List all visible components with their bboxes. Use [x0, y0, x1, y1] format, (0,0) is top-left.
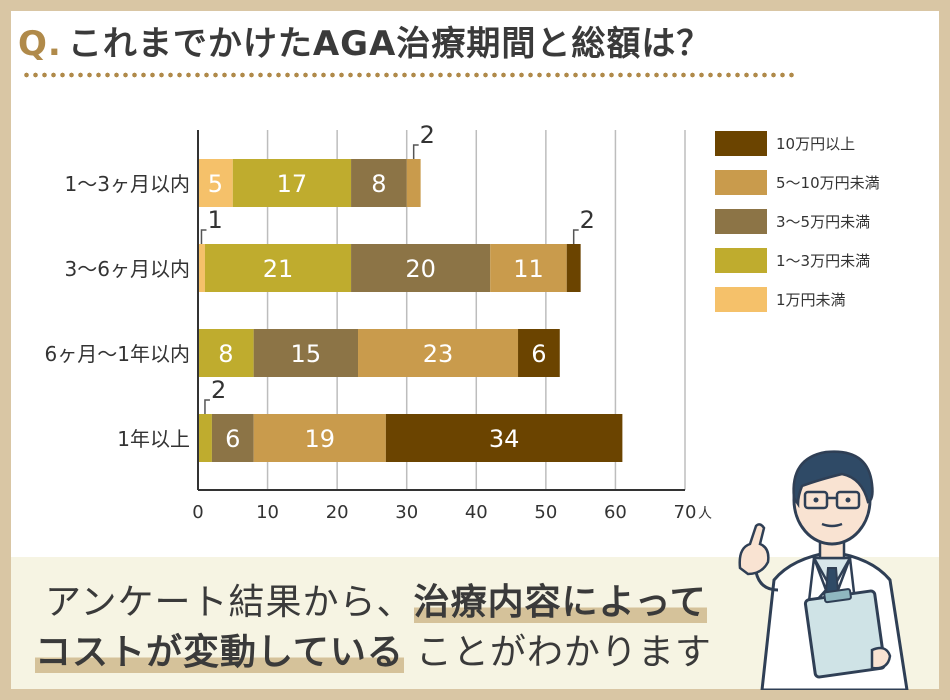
category-label: 1〜3ヶ月以内 — [65, 172, 190, 196]
category-label: 6ヶ月〜1年以内 — [45, 342, 190, 366]
legend-swatch — [715, 170, 767, 195]
bar-segment — [198, 329, 254, 377]
page-title: Q. これまでかけたAGA治療期間と総額は？ — [18, 16, 711, 65]
data-label: 23 — [423, 340, 454, 368]
callout-line — [204, 399, 210, 414]
legend-swatch — [715, 209, 767, 234]
bar-segment — [351, 244, 491, 292]
x-tick-label: 60 — [604, 502, 627, 523]
bar-segment — [232, 159, 352, 207]
data-label: 2 — [580, 206, 595, 234]
conclusion-text-plain-2: ことがわかります — [415, 632, 712, 673]
data-label: 15 — [291, 340, 322, 368]
x-tick-label: 20 — [326, 502, 349, 523]
bar-segment — [518, 329, 560, 377]
x-unit-label: 人 — [698, 506, 712, 522]
legend-label: 1万円未満 — [776, 291, 846, 309]
bar-segment — [351, 159, 407, 207]
x-tick-label: 10 — [256, 502, 279, 523]
data-label: 21 — [263, 255, 294, 283]
title-dotted-underline — [22, 71, 794, 79]
callout-line — [412, 144, 419, 159]
conclusion-line-2: コストが変動している ことがわかります — [35, 623, 712, 675]
data-label: 6 — [531, 340, 546, 368]
data-label: 20 — [405, 255, 436, 283]
data-label: 34 — [489, 425, 520, 453]
doctor-illustration — [738, 450, 909, 690]
conclusion-highlight-2: コストが変動している — [35, 632, 404, 673]
data-label: 2 — [211, 376, 226, 404]
legend-label: 1〜3万円未満 — [776, 252, 870, 270]
bar-segment — [566, 244, 581, 292]
conclusion-text-plain-1: アンケート結果から、 — [45, 582, 414, 623]
data-label: 11 — [513, 255, 544, 283]
bar-segment — [253, 414, 386, 462]
x-tick-label: 30 — [395, 502, 418, 523]
bar-segment — [198, 244, 205, 292]
bar-segment — [406, 159, 421, 207]
bar-segment — [385, 414, 623, 462]
category-label: 3〜6ヶ月以内 — [65, 257, 190, 281]
legend-label: 5〜10万円未満 — [776, 174, 880, 192]
bar-segment — [358, 329, 519, 377]
question-mark-label: Q. — [18, 24, 62, 64]
x-tick-label: 0 — [192, 502, 203, 523]
data-label: 17 — [277, 170, 308, 198]
conclusion-highlight-1: 治療内容によって — [413, 582, 707, 623]
legend-swatch — [715, 287, 767, 312]
data-label: 8 — [371, 170, 386, 198]
legend-label: 3〜5万円未満 — [776, 213, 870, 231]
bar-segment — [198, 159, 233, 207]
bar-segment — [204, 244, 352, 292]
callout-line — [200, 229, 207, 244]
data-label: 6 — [225, 425, 240, 453]
legend-swatch — [715, 248, 767, 273]
legend-label: 10万円以上 — [776, 135, 855, 153]
data-label: 5 — [208, 170, 223, 198]
bar-segment — [253, 329, 359, 377]
title-text: これまでかけたAGA治療期間と総額は？ — [67, 24, 712, 64]
category-label: 1年以上 — [117, 427, 190, 451]
bar-segment — [490, 244, 567, 292]
conclusion-line-1: アンケート結果から、治療内容によって — [45, 573, 707, 625]
x-tick-label: 40 — [465, 502, 488, 523]
x-tick-label: 50 — [534, 502, 557, 523]
data-label: 2 — [420, 121, 435, 149]
data-label: 1 — [207, 206, 222, 234]
data-label: 8 — [218, 340, 233, 368]
bar-segment — [198, 414, 212, 462]
bar-segment — [211, 414, 254, 462]
data-label: 19 — [304, 425, 335, 453]
callout-line — [572, 229, 579, 244]
legend-swatch — [715, 131, 767, 156]
x-tick-label: 70 — [674, 502, 697, 523]
